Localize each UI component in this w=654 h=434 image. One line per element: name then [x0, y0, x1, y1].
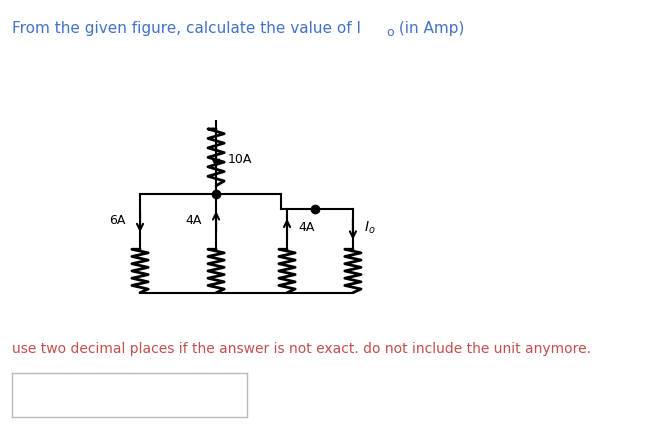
Text: o: o — [386, 26, 394, 39]
Text: 4A: 4A — [298, 221, 315, 234]
Text: $I_o$: $I_o$ — [364, 219, 375, 236]
Text: 6A: 6A — [109, 214, 126, 227]
Text: use two decimal places if the answer is not exact. do not include the unit anymo: use two decimal places if the answer is … — [12, 342, 591, 356]
Text: (in Amp): (in Amp) — [394, 21, 464, 36]
Text: From the given figure, calculate the value of I: From the given figure, calculate the val… — [12, 21, 361, 36]
Text: 10A: 10A — [227, 152, 252, 165]
Text: 4A: 4A — [186, 214, 202, 227]
